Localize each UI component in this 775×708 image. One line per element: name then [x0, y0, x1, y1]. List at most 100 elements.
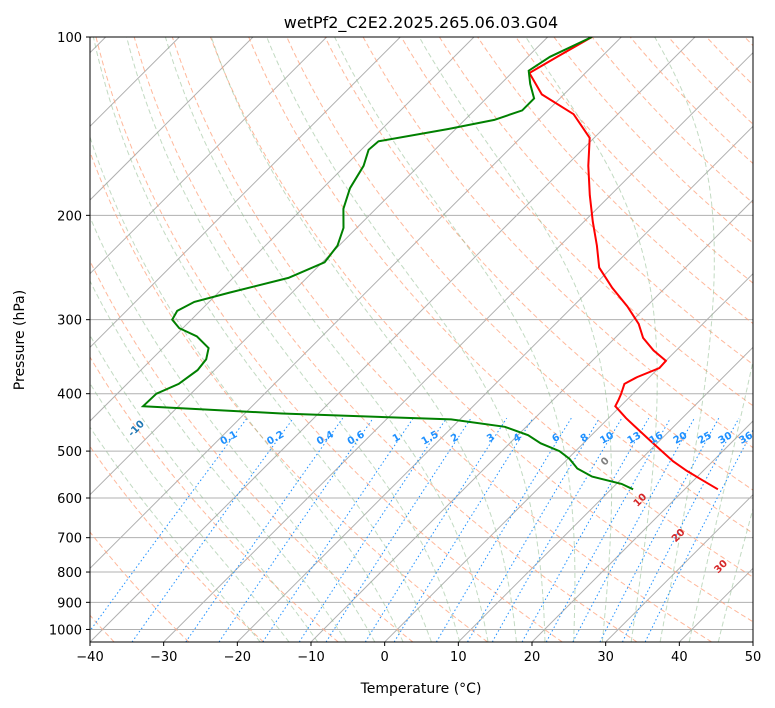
mixing-ratio-label: 20 — [672, 430, 690, 447]
moist-adiabat — [654, 37, 715, 642]
mixing-ratio-label: 6 — [550, 432, 562, 445]
moist-adiabat — [90, 334, 319, 642]
isotherm-line — [90, 37, 328, 275]
moist-adiabat-label: 20 — [670, 527, 688, 545]
mixing-ratio-line — [90, 417, 248, 632]
moist-adiabat — [266, 37, 546, 642]
moist-adiabat — [210, 37, 517, 642]
mixing-ratio-line — [185, 417, 344, 642]
profile-series — [140, 37, 719, 491]
moist-adiabat — [717, 506, 753, 642]
isotherm-line — [163, 51, 753, 642]
isobar-gridlines — [90, 37, 753, 630]
mixing-ratio-line — [545, 417, 671, 642]
dry-adiabat — [553, 37, 753, 244]
y-tick-label: 600 — [57, 492, 82, 507]
plot-frame — [89, 36, 754, 643]
isotherm-line — [90, 37, 401, 349]
mixing-ratio-label: 8 — [579, 432, 591, 445]
x-axis-ticks: −40 −30 −20 −10 0 10 20 30 40 50 — [76, 642, 761, 665]
dry-adiabat — [210, 37, 753, 623]
isotherm-line — [90, 37, 254, 201]
x-axis-label: Temperature (°C) — [360, 681, 482, 697]
dry-adiabat — [477, 37, 753, 325]
mixing-ratio-label: 1.5 — [420, 429, 441, 447]
dewpoint-profile — [140, 37, 634, 491]
isotherm-line — [531, 420, 753, 642]
isotherm-line — [310, 199, 753, 642]
moist-adiabat-label: 10 — [632, 492, 650, 510]
isotherm-line — [384, 272, 753, 642]
dry-adiabat — [706, 37, 753, 86]
moist-adiabat — [525, 37, 658, 642]
isotherm-line — [752, 641, 753, 642]
dry-adiabat — [515, 37, 753, 284]
plot-area: -100-90-80-70-60-50-40-30-20-10010203040… — [90, 37, 753, 642]
moist-adiabat — [164, 37, 489, 642]
x-tick-label: −20 — [224, 650, 251, 665]
mixing-ratio-label: 16 — [648, 430, 666, 447]
y-tick-label: 300 — [57, 314, 82, 329]
isotherm-line — [457, 346, 753, 642]
x-tick-label: 50 — [745, 650, 762, 665]
mixing-ratio-label: 4 — [512, 432, 524, 445]
isotherm-line — [678, 567, 753, 642]
dry-adiabat — [95, 37, 563, 642]
dry-adiabat — [324, 37, 753, 491]
mixing-ratio-line — [262, 417, 414, 642]
mixing-ratio-line — [491, 417, 623, 642]
x-tick-label: 20 — [524, 650, 541, 665]
mixing-ratio-label: 3 — [485, 432, 497, 445]
moist-adiabat-label: 0 — [599, 456, 612, 469]
y-axis-label: Pressure (hPa) — [12, 290, 28, 390]
x-tick-label: 30 — [597, 650, 614, 665]
moist-adiabat — [90, 382, 290, 642]
y-tick-label: 500 — [57, 445, 82, 460]
mixing-ratio-lines — [90, 417, 753, 642]
dry-adiabat — [400, 37, 753, 407]
mixing-ratio-label: 0.2 — [265, 429, 286, 447]
moist-adiabat — [90, 426, 261, 642]
isotherm-gridlines — [90, 37, 753, 642]
y-axis-ticks: 100 200 300 400 500 600 700 800 900 1000 — [49, 31, 90, 638]
dry-adiabat — [668, 37, 753, 125]
chart-title: wetPf2_C2E2.2025.265.06.03.G04 — [284, 13, 558, 33]
mixing-ratio-label: 0.6 — [346, 429, 367, 447]
mixing-ratio-line — [218, 417, 374, 642]
mixing-ratio-line — [393, 417, 534, 642]
moist-adiabat — [92, 37, 432, 642]
mixing-ratio-label: 1 — [391, 432, 403, 445]
mixing-ratio-line — [621, 417, 740, 642]
dry-adiabat — [90, 150, 488, 642]
mixing-ratio-line — [325, 417, 472, 642]
y-tick-label: 1000 — [49, 623, 82, 638]
dry-adiabat — [362, 37, 753, 449]
mixing-ratio-line — [298, 417, 447, 642]
dry-adiabat — [438, 37, 753, 366]
contour-labels: -100-90-80-70-60-50-40-30-20-10010203040… — [126, 419, 753, 576]
dry-adiabat — [248, 37, 753, 578]
y-tick-label: 900 — [57, 596, 82, 611]
x-tick-label: 10 — [450, 650, 467, 665]
dry-adiabat — [171, 37, 712, 642]
mixing-ratio-line — [131, 417, 294, 642]
moist-adiabats — [90, 37, 753, 642]
x-tick-label: −40 — [76, 650, 103, 665]
mixing-ratio-line — [644, 428, 753, 642]
dry-adiabat-label: -10 — [126, 419, 147, 440]
isotherm-line — [605, 493, 753, 642]
y-tick-label: 700 — [57, 532, 82, 547]
mixing-ratio-line — [572, 417, 695, 642]
dry-adiabat — [90, 531, 190, 642]
isotherm-line — [90, 37, 696, 642]
temperature-profile — [528, 37, 719, 491]
moist-adiabat — [90, 135, 404, 642]
dry-adiabat — [744, 37, 753, 47]
dry-adiabat — [90, 445, 264, 642]
moist-adiabat — [334, 37, 576, 642]
y-tick-label: 100 — [57, 31, 82, 46]
mixing-ratio-label: 2 — [449, 432, 461, 445]
dry-adiabats — [90, 37, 753, 642]
mixing-ratio-line — [521, 417, 650, 642]
